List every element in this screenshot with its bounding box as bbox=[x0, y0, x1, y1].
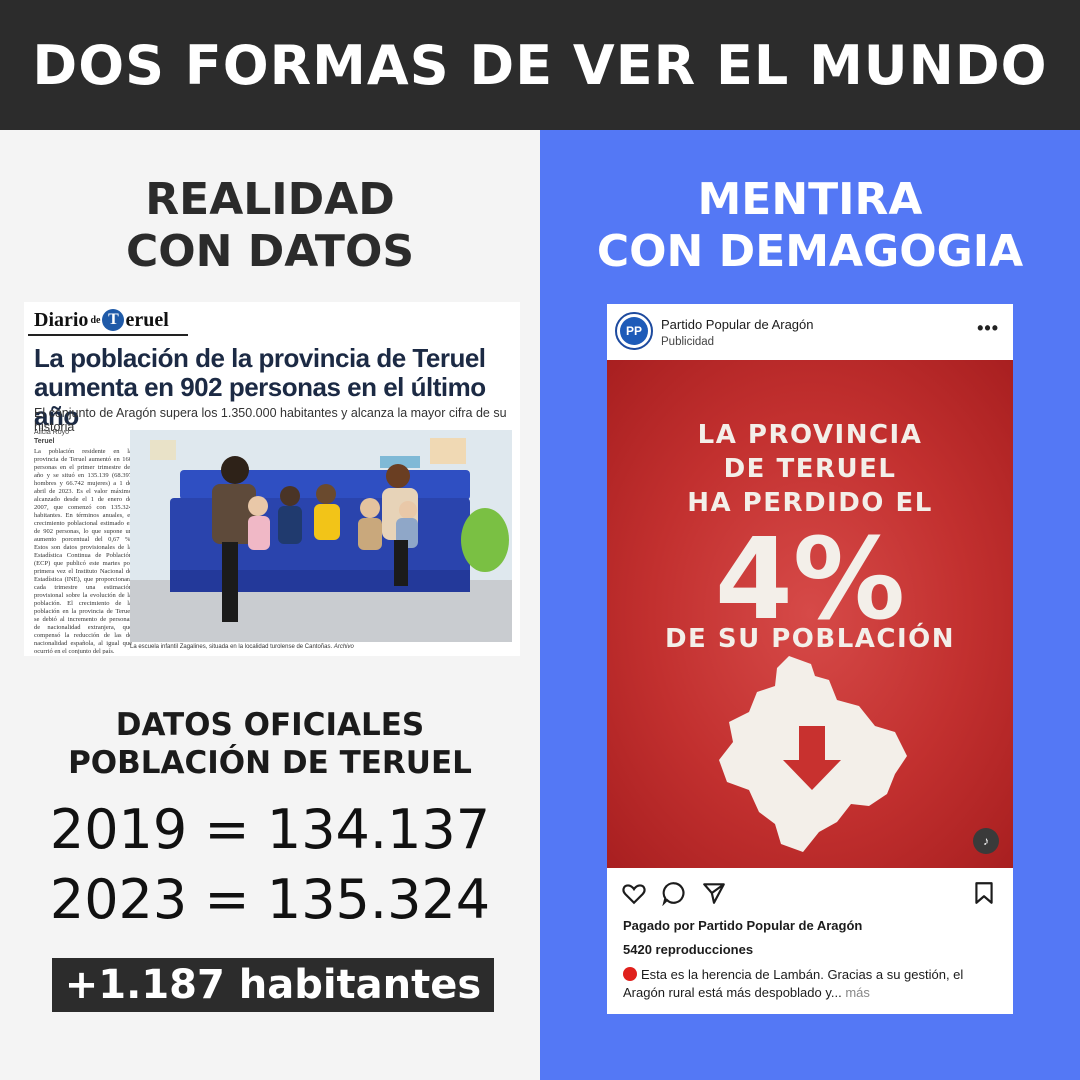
heart-icon[interactable] bbox=[621, 880, 647, 906]
ad-card-header: PP Partido Popular de Aragón Publicidad … bbox=[607, 304, 1013, 360]
ad-text-line4: DE SU POBLACIÓN bbox=[664, 624, 956, 654]
left-title-line1: REALIDAD bbox=[145, 174, 395, 225]
comment-icon[interactable] bbox=[661, 880, 687, 906]
teruel-map-icon bbox=[719, 656, 907, 852]
ad-paid-by: Pagado por Partido Popular de Aragón bbox=[623, 918, 863, 933]
pp-logo-icon: PP bbox=[620, 317, 648, 345]
photo-caption-text: La escuela infantil Zagalines, situada e… bbox=[130, 644, 333, 650]
ad-more-link[interactable]: más bbox=[845, 985, 870, 1000]
stat-2023: 2023 = 135.324 bbox=[49, 868, 491, 931]
ad-text-line2: DE TERUEL bbox=[723, 454, 897, 484]
ad-post-text: Esta es la herencia de Lambán. Gracias a… bbox=[623, 966, 1003, 1002]
right-column-title: MENTIRA CON DEMAGOGIA bbox=[540, 174, 1080, 278]
newspaper-logo: Diario de T eruel bbox=[28, 306, 188, 336]
bookmark-icon[interactable] bbox=[971, 880, 997, 906]
left-column-title: REALIDAD CON DATOS bbox=[0, 174, 540, 278]
classroom-photo-illustration bbox=[130, 430, 512, 642]
right-title-line1: MENTIRA bbox=[697, 174, 923, 225]
stat-2019: 2019 = 134.137 bbox=[49, 798, 491, 861]
article-photo bbox=[130, 430, 512, 642]
sound-icon[interactable]: ♪ bbox=[973, 828, 999, 854]
ad-creative[interactable]: LA PROVINCIA DE TERUEL HA PERDIDO EL 4% … bbox=[607, 360, 1013, 868]
ad-page-name[interactable]: Partido Popular de Aragón bbox=[661, 317, 814, 332]
official-data-title-line2: POBLACIÓN DE TERUEL bbox=[68, 745, 472, 781]
photo-caption: La escuela infantil Zagalines, situada e… bbox=[130, 644, 512, 650]
article-body: La población residente en la provincia d… bbox=[34, 448, 132, 654]
newspaper-name-part-b: eruel bbox=[125, 308, 169, 331]
ad-text-line1: LA PROVINCIA bbox=[697, 420, 923, 450]
ad-percentage: 4% bbox=[714, 515, 906, 645]
right-column-lie: MENTIRA CON DEMAGOGIA PP Partido Popular… bbox=[540, 130, 1080, 1080]
newspaper-name-de: de bbox=[90, 314, 101, 326]
ad-sponsored-label: Publicidad bbox=[661, 336, 715, 348]
ad-text-line3: HA PERDIDO EL bbox=[687, 488, 933, 518]
ad-post-text-body: Esta es la herencia de Lambán. Gracias a… bbox=[623, 967, 964, 1000]
social-ad-card: PP Partido Popular de Aragón Publicidad … bbox=[607, 304, 1013, 1014]
article-headline: La población de la provincia de Teruel a… bbox=[34, 343, 486, 431]
newspaper-initial-t: T bbox=[102, 309, 125, 331]
photo-caption-credit: Archivo bbox=[333, 644, 354, 650]
pp-avatar[interactable]: PP bbox=[615, 312, 653, 350]
article-byline: Alicia Royo Teruel bbox=[34, 428, 69, 446]
page-title: DOS FORMAS DE VER EL MUNDO bbox=[32, 33, 1048, 97]
article-author: Alicia Royo bbox=[34, 429, 70, 436]
red-circle-icon bbox=[623, 967, 637, 981]
newspaper-clipping: Diario de T eruel La población de la pro… bbox=[24, 302, 520, 656]
official-data-title-line1: DATOS OFICIALES bbox=[115, 707, 425, 743]
left-title-line2: CON DATOS bbox=[125, 226, 415, 277]
header-banner: DOS FORMAS DE VER EL MUNDO bbox=[0, 0, 1080, 130]
article-subhead: El conjunto de Aragón supera los 1.350.0… bbox=[34, 406, 507, 434]
ad-views-count: 5420 reproducciones bbox=[623, 942, 754, 957]
official-data-title: DATOS OFICIALES POBLACIÓN DE TERUEL bbox=[0, 706, 540, 782]
population-change-badge: +1.187 habitantes bbox=[52, 958, 494, 1012]
share-icon[interactable] bbox=[701, 880, 727, 906]
ad-action-bar bbox=[607, 876, 1013, 910]
left-column-reality: REALIDAD CON DATOS Diario de T eruel La … bbox=[0, 130, 540, 1080]
arrow-down-icon bbox=[783, 726, 841, 790]
more-dots-icon[interactable]: ••• bbox=[977, 318, 999, 338]
newspaper-name-part-a: Diario bbox=[34, 308, 89, 331]
right-title-line2: CON DEMAGOGIA bbox=[596, 226, 1024, 277]
article-location: Teruel bbox=[34, 438, 55, 445]
